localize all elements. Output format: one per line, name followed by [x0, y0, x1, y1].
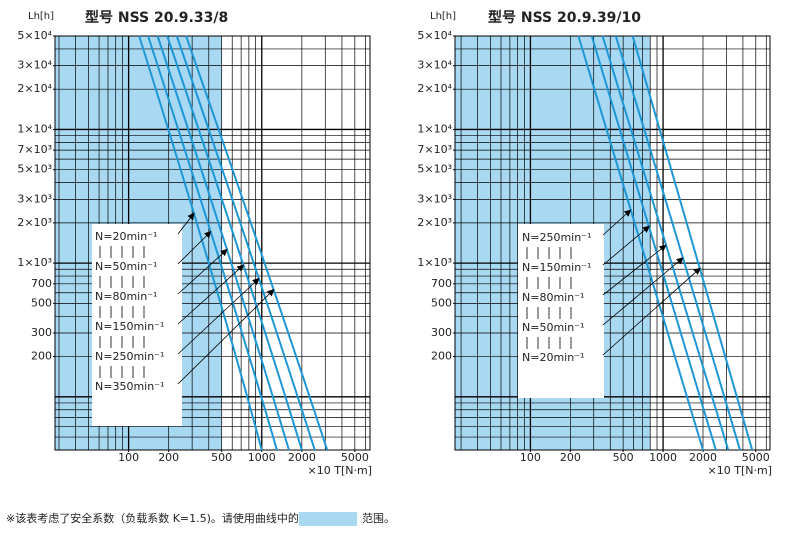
- curve-label: N=350min⁻¹: [95, 380, 164, 393]
- y-tick-label: 1×10⁴: [417, 122, 452, 135]
- y-tick-label: 700: [431, 277, 452, 290]
- y-tick-label: 700: [31, 277, 52, 290]
- life-curve: [156, 35, 290, 451]
- chart-title: 型号 NSS 20.9.39/10: [488, 9, 641, 26]
- curve-label: N=150min⁻¹: [95, 320, 164, 333]
- pointer-arrow: [602, 257, 684, 326]
- y-tick-label: 2×10⁴: [17, 82, 52, 95]
- pointer-arrow: [602, 267, 701, 356]
- y-tick-label: 5×10⁴: [417, 29, 452, 42]
- life-curve: [614, 35, 741, 451]
- footnote-end: 范围。: [362, 511, 395, 525]
- x-tick-label: 5000: [742, 451, 770, 464]
- x-tick-label: 100: [520, 451, 541, 464]
- label-box: [518, 224, 604, 398]
- y-tick-label: 5×10³: [17, 163, 52, 176]
- x-tick-label: 5000: [341, 451, 369, 464]
- y-tick-label: 3×10³: [417, 192, 452, 205]
- pointer-arrow: [602, 244, 667, 296]
- curve-label: N=50min⁻¹: [95, 260, 157, 273]
- x-tick-label: 100: [118, 451, 139, 464]
- y-tick-label: 500: [31, 296, 52, 309]
- curve-label: N=250min⁻¹: [522, 231, 591, 244]
- x-tick-label: 1000: [248, 451, 276, 464]
- curve-label: N=50min⁻¹: [522, 321, 584, 334]
- life-curve: [590, 35, 717, 451]
- y-tick-label: 1×10³: [417, 256, 452, 269]
- y-tick-label: 3×10⁴: [17, 59, 52, 72]
- plot-border: [54, 35, 371, 451]
- y-tick-label: 2×10³: [417, 216, 452, 229]
- y-tick-label: 5×10⁴: [17, 29, 52, 42]
- life-curve: [577, 35, 704, 451]
- y-tick-label: 7×10³: [17, 143, 52, 156]
- pointer-arrow: [177, 248, 228, 295]
- chart-title: 型号 NSS 20.9.33/8: [85, 9, 228, 26]
- chart: 5×10⁴ 3×10⁴ 2×10⁴ 1×10⁴ 7×10³ 5×10³ 3×10³ 2×10³…: [417, 9, 772, 477]
- x-tick-label: 2000: [689, 451, 717, 464]
- curve-label: N=80min⁻¹: [522, 291, 584, 304]
- pointer-arrow: [177, 230, 212, 265]
- life-curve: [601, 35, 730, 451]
- curve-label: N=250min⁻¹: [95, 350, 164, 363]
- pointer-arrow: [177, 277, 260, 355]
- life-curve: [147, 35, 278, 451]
- y-tick-label: 3×10⁴: [417, 59, 452, 72]
- y-tick-label: 2×10³: [17, 216, 52, 229]
- y-tick-label: 3×10³: [17, 192, 52, 205]
- pointer-arrow: [602, 225, 650, 266]
- pointer-arrow: [177, 288, 275, 385]
- x-tick-label: 500: [613, 451, 634, 464]
- life-curve: [138, 35, 263, 451]
- y-tick-label: 1×10⁴: [17, 122, 52, 135]
- y-axis-label: Lh[h]: [28, 11, 54, 22]
- curve-label: N=150min⁻¹: [522, 261, 591, 274]
- curve-label: N=80min⁻¹: [95, 290, 157, 303]
- life-curve: [175, 35, 316, 451]
- x-axis-label: ×10 T[N·m]: [308, 464, 372, 477]
- life-curve: [166, 35, 303, 451]
- y-tick-label: 5×10³: [417, 163, 452, 176]
- y-tick-label: 1×10³: [17, 256, 52, 269]
- chart: 5×10⁴ 3×10⁴ 2×10⁴ 1×10⁴ 7×10³ 5×10³ 3×10³ 2×10³…: [17, 9, 372, 477]
- x-tick-label: 200: [158, 451, 179, 464]
- pointer-arrow: [177, 264, 245, 325]
- y-axis-label: Lh[h]: [430, 11, 456, 22]
- footnote: ※该表考虑了安全系数（负载系数 K=1.5)。请使用曲线中的: [6, 511, 299, 525]
- y-tick-label: 2×10⁴: [417, 82, 452, 95]
- x-tick-label: 200: [560, 451, 581, 464]
- x-axis-label: ×10 T[N·m]: [708, 464, 772, 477]
- y-tick-label: 300: [431, 326, 452, 339]
- curve-label: N=20min⁻¹: [522, 351, 584, 364]
- curve-label: N=20min⁻¹: [95, 230, 157, 243]
- x-tick-label: 1000: [649, 451, 677, 464]
- plot-border: [454, 35, 771, 451]
- y-tick-label: 200: [31, 350, 52, 363]
- y-tick-label: 300: [31, 326, 52, 339]
- legend-swatch: [299, 512, 357, 526]
- x-tick-label: 2000: [288, 451, 316, 464]
- y-tick-label: 200: [431, 350, 452, 363]
- y-tick-label: 500: [431, 296, 452, 309]
- pointer-arrow: [177, 212, 195, 235]
- pointer-arrow: [602, 209, 632, 236]
- life-curve: [631, 35, 754, 451]
- life-curve: [185, 35, 329, 451]
- y-tick-label: 7×10³: [417, 143, 452, 156]
- label-box: [92, 224, 182, 426]
- x-tick-label: 500: [211, 451, 232, 464]
